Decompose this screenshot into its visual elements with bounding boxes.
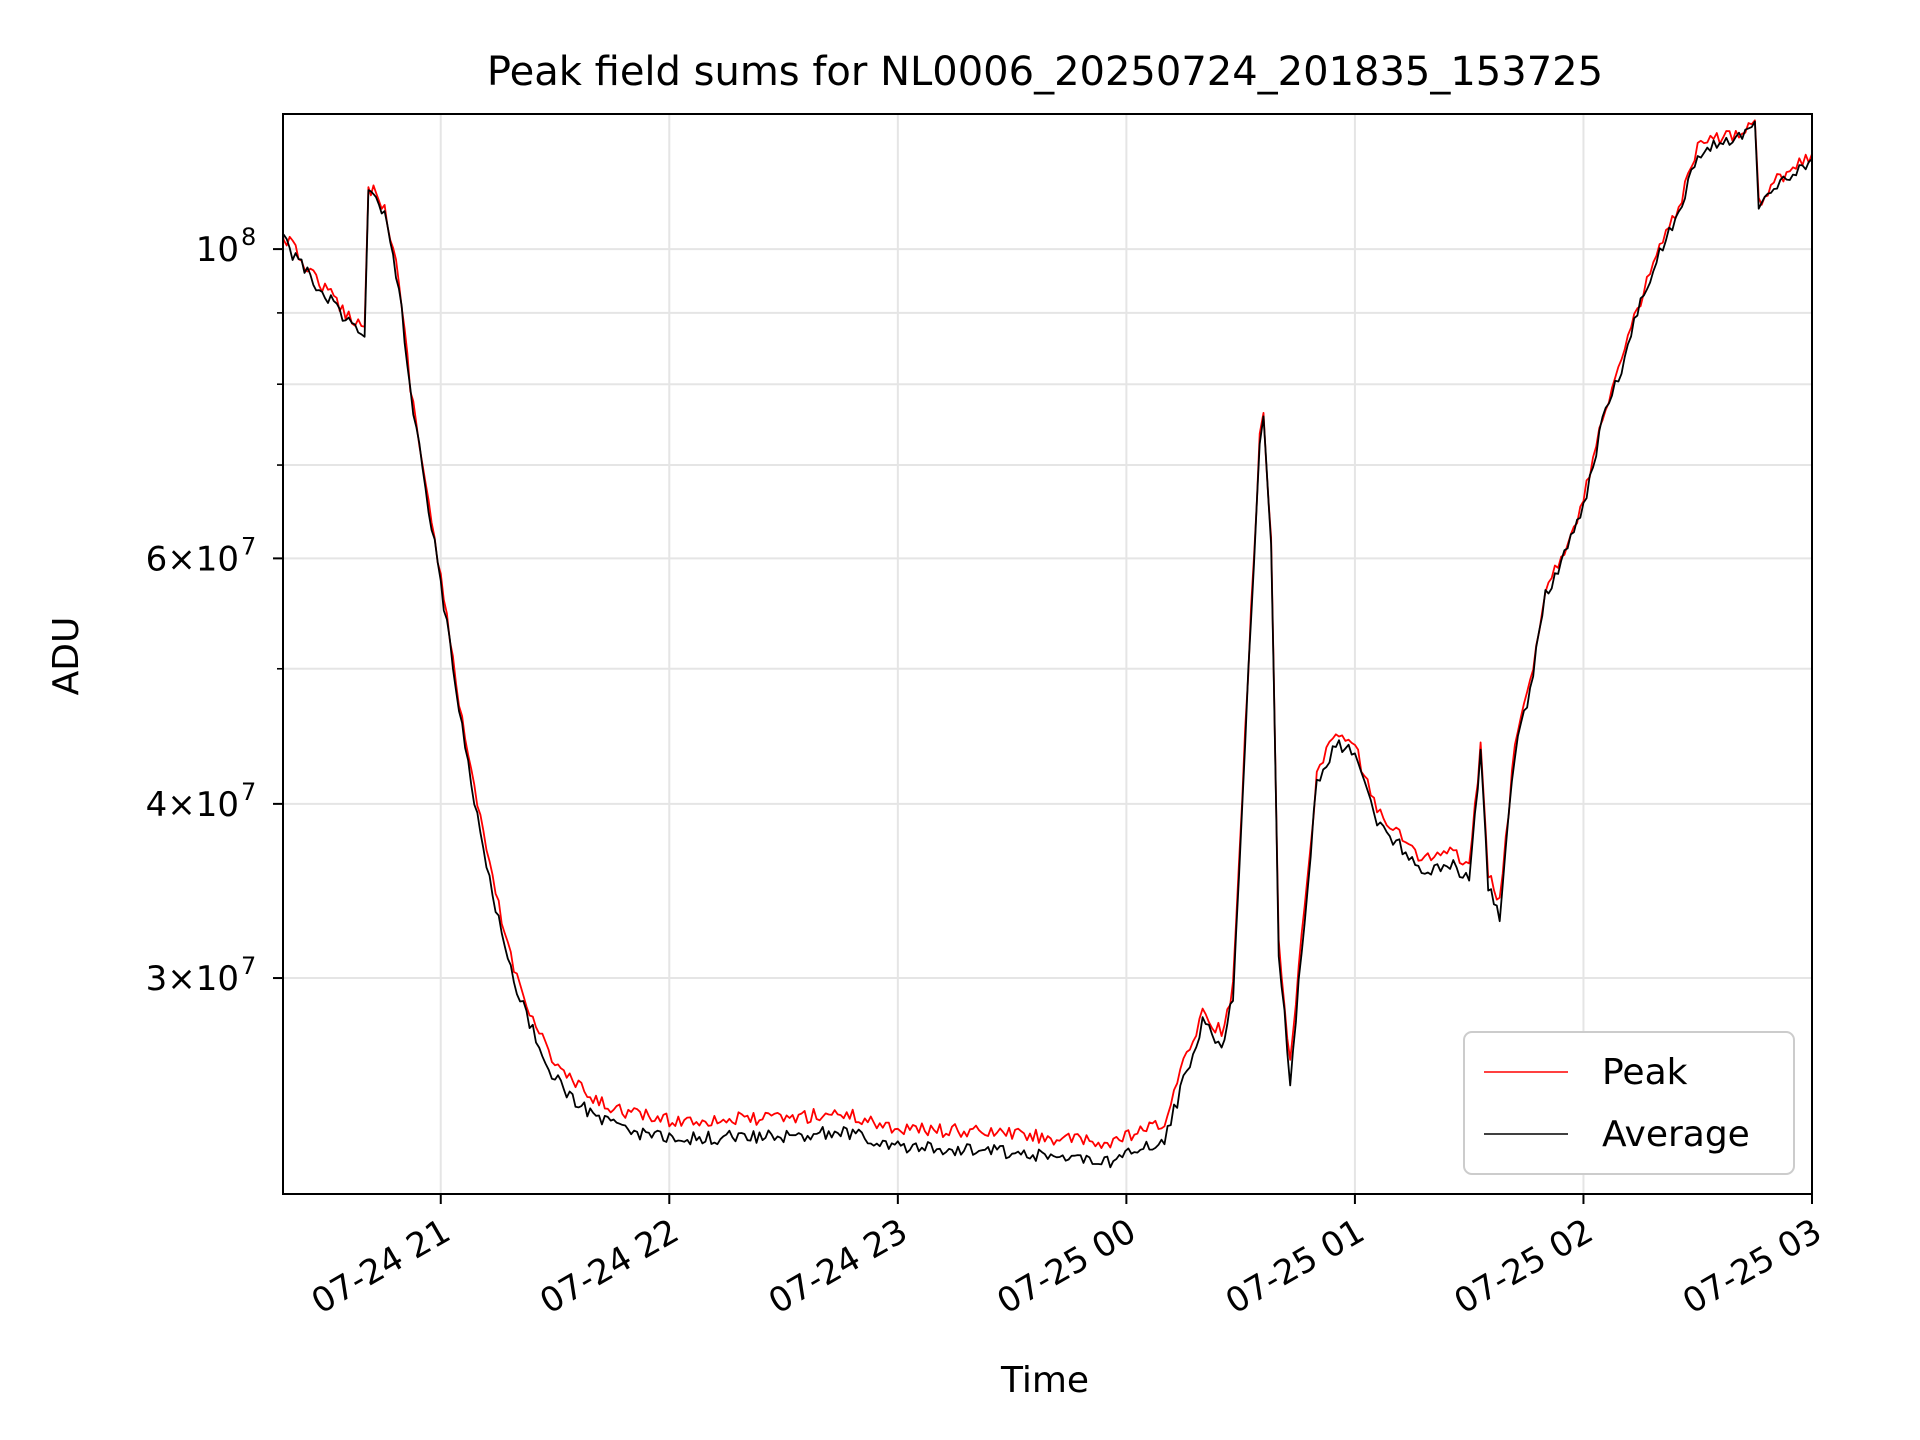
legend-box <box>1463 1031 1795 1175</box>
series-lines <box>283 119 1812 1169</box>
legend-label-peak: Peak <box>1602 1052 1688 1093</box>
y-tick-label: 10 <box>196 230 239 270</box>
x-axis-label: Time <box>1000 1360 1089 1401</box>
y-axis-label: ADU <box>46 617 87 696</box>
chart-title: Peak field sums for NL0006_20250724_2018… <box>487 49 1603 95</box>
y-tick-label-exponent: 7 <box>241 532 256 560</box>
y-tick-label: 6×10 <box>146 539 239 579</box>
y-tick-label: 3×10 <box>146 959 239 999</box>
series-line-average <box>283 120 1812 1169</box>
y-tick-label-exponent: 7 <box>241 952 256 980</box>
grid <box>283 114 1813 1194</box>
legend-label-average: Average <box>1602 1114 1750 1155</box>
legend: Peak Average <box>1463 1031 1795 1175</box>
y-tick-label-exponent: 8 <box>241 223 256 251</box>
y-tick-label: 4×10 <box>146 785 239 825</box>
plot-frame <box>282 113 1813 1195</box>
y-tick-label-exponent: 7 <box>241 778 256 806</box>
